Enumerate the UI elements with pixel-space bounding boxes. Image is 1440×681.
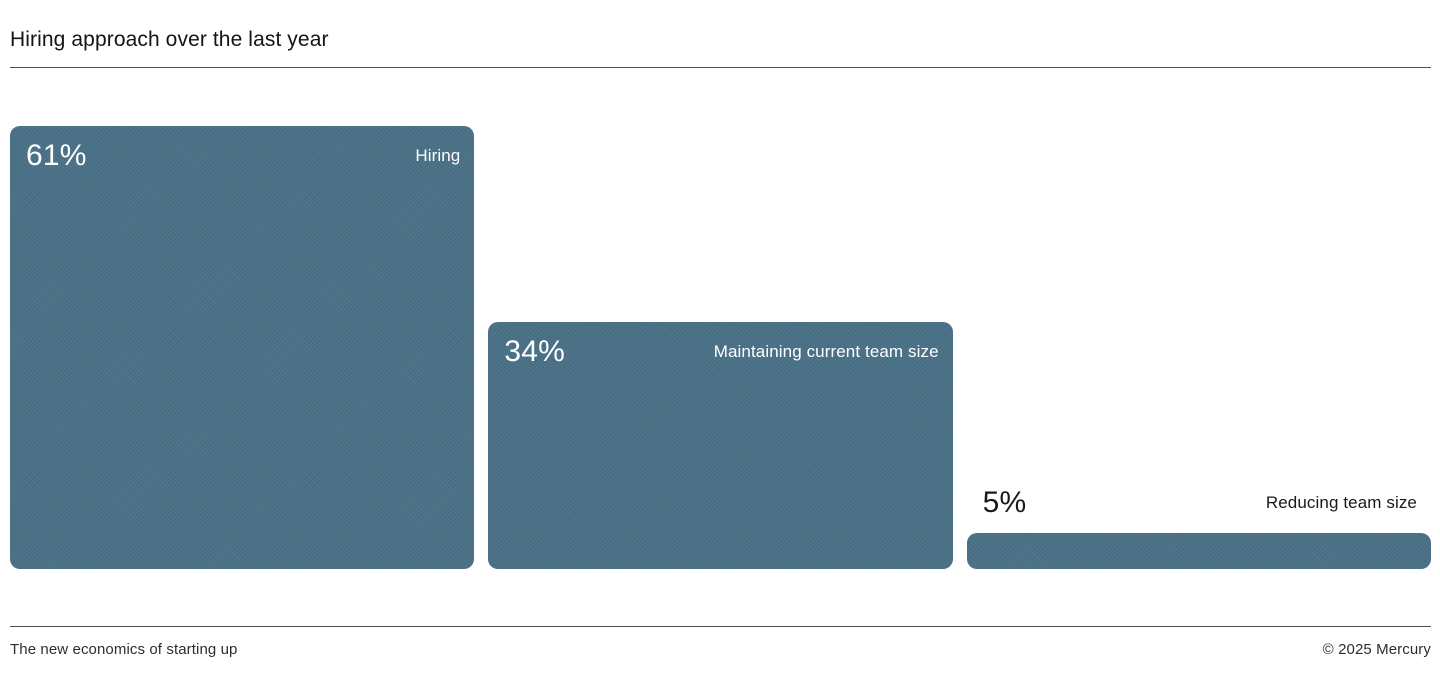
bar-category-label: Maintaining current team size xyxy=(713,341,939,361)
bar-group-1: 61% Hiring xyxy=(10,126,475,570)
header: Hiring approach over the last year xyxy=(10,0,1431,69)
footer-copyright: © 2025 Mercury xyxy=(1322,641,1431,659)
bar-chart: 61% Hiring 34% Maintaining current team siz… xyxy=(10,68,1431,570)
bar-category-label: Reducing team size xyxy=(1265,492,1417,512)
bar-label-row: 61% Hiring xyxy=(10,126,474,172)
footer: The new economics of starting up © 2025 … xyxy=(10,626,1431,658)
bar-category-label: Hiring xyxy=(415,145,461,165)
bar-value-label: 5% xyxy=(982,486,1027,520)
footer-source-label: The new economics of starting up xyxy=(10,641,238,659)
bar: 34% Maintaining current team size xyxy=(488,322,953,570)
bar-value-label: 34% xyxy=(504,335,565,369)
bar-group-3: 5% Reducing team size xyxy=(966,486,1431,570)
bar-label-row: 34% Maintaining current team size xyxy=(488,322,952,368)
bar xyxy=(966,533,1431,570)
bar-group-2: 34% Maintaining current team size xyxy=(488,322,953,570)
bar-value-label: 61% xyxy=(26,139,87,173)
bar: 61% Hiring xyxy=(10,126,475,570)
bar-label-row: 5% Reducing team size xyxy=(967,486,1431,519)
header-divider xyxy=(10,67,1431,69)
page-title: Hiring approach over the last year xyxy=(10,28,329,51)
